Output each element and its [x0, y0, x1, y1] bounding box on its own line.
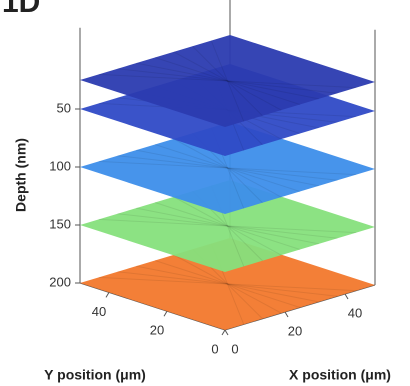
y-axis-label: Y position (μm): [44, 367, 146, 383]
x-tick: [345, 294, 348, 299]
x-tick-label: 40: [348, 305, 362, 320]
z-tick-label: 200: [49, 274, 71, 289]
z-tick-label: 50: [57, 100, 71, 115]
x-tick: [225, 330, 228, 335]
page: 1D Depth (nm) Y position (μm) X position…: [0, 0, 410, 386]
z-tick-label: 100: [49, 158, 71, 173]
x-tick-label: 20: [288, 323, 302, 338]
z-axis-label: Depth (nm): [13, 138, 29, 212]
panel-label: 1D: [2, 0, 40, 19]
z-tick-label: 150: [49, 216, 71, 231]
x-axis-label: X position (μm): [289, 367, 391, 383]
chart: 1D Depth (nm) Y position (μm) X position…: [0, 0, 410, 386]
x-tick: [285, 312, 288, 317]
y-tick-label: 0: [211, 341, 218, 356]
y-tick: [106, 292, 109, 297]
y-tick: [222, 330, 225, 335]
y-tick: [164, 311, 167, 316]
y-tick-label: 40: [92, 304, 106, 319]
x-tick-label: 0: [231, 341, 238, 356]
y-tick-label: 20: [150, 323, 164, 338]
